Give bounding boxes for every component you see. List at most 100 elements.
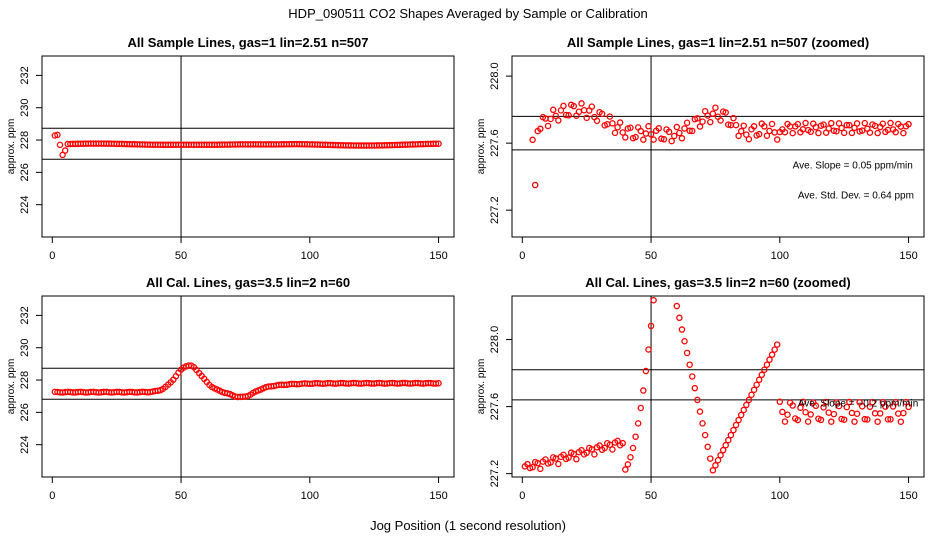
data-point [432,140,440,148]
data-point [583,114,590,122]
data-point [709,110,717,117]
data-point [670,132,678,140]
data-point [722,441,729,449]
data-point [529,464,536,471]
data-point [560,102,567,110]
x-tick-label: 0 [519,250,525,262]
data-point [825,125,832,132]
data-points [51,131,442,159]
data-point [609,446,616,453]
data-point [676,314,683,322]
data-point [732,421,740,429]
data-point [529,136,536,144]
data-point [730,426,737,434]
data-point [696,123,704,130]
x-tick-label: 150 [429,490,447,502]
plot-frame [41,295,455,478]
data-point [794,416,802,424]
y-axis-label: approx. ppm [476,359,487,415]
data-point [573,455,580,463]
data-point [531,181,539,189]
data-point [851,418,858,425]
x-tick-label: 0 [49,250,55,262]
x-tick-label: 100 [771,490,789,502]
y-tick-label: 232 [19,306,31,324]
data-point [755,376,763,384]
data-point [838,124,845,132]
data-point [771,129,778,136]
figure-x-axis-label: Jog Position (1 second resolution) [370,518,566,533]
data-point [673,302,681,310]
data-point [892,128,899,136]
data-point [753,381,760,389]
data-point [642,367,650,375]
data-point [650,136,657,143]
panel-title: All Sample Lines, gas=1 lin=2.51 n=507 (… [567,35,869,50]
data-point [840,416,848,423]
x-tick-label: 100 [301,250,319,262]
annotation: Ave. Slope = −0.2 ppm/min [798,399,918,410]
data-point [828,418,835,425]
data-point [848,409,856,417]
data-point [887,119,894,127]
data-point [755,130,763,138]
data-point [642,130,650,137]
data-point [627,124,634,131]
data-point [879,120,887,127]
data-point [730,114,737,122]
data-point [549,106,557,114]
data-point [763,361,771,368]
data-point [555,117,562,124]
data-point [580,106,588,114]
y-tick-label: 227.6 [489,129,501,157]
data-point [900,409,907,417]
data-point [676,129,683,137]
data-point [725,121,732,128]
data-point [740,122,748,129]
data-point [606,113,614,120]
data-point [848,129,856,137]
data-points [521,296,912,474]
data-point [732,121,740,129]
data-point [897,418,905,425]
x-tick-label: 150 [899,490,917,502]
data-point [435,140,442,147]
data-point [745,396,753,404]
data-point [763,132,771,139]
panel-title: All Cal. Lines, gas=3.5 lin=2 n=60 (zoom… [585,275,851,290]
data-point [846,398,853,406]
data-point [743,401,750,409]
y-tick-label: 232 [19,66,31,84]
data-point [900,129,907,137]
data-point [678,326,686,333]
data-point [712,104,719,111]
data-point [562,111,570,119]
data-point [735,132,742,140]
y-tick-label: 230 [19,339,31,357]
data-point [632,133,639,141]
data-point [843,403,851,411]
data-point [802,409,809,416]
data-point [743,131,750,138]
data-point [719,446,727,454]
data-point [874,418,881,425]
data-point [701,431,709,439]
y-tick-label: 228.0 [489,326,501,354]
y-axis-label: approx. ppm [6,359,17,415]
data-point [761,366,768,373]
data-point [858,403,866,410]
data-point [794,120,802,128]
panel-title: All Cal. Lines, gas=3.5 lin=2 n=60 [146,275,350,290]
data-point [861,119,869,127]
data-point [815,129,822,137]
data-point [606,441,614,449]
data-point [629,444,637,452]
data-point [737,127,745,135]
data-point [835,120,843,127]
data-point [689,127,696,135]
y-tick-label: 227.6 [489,393,501,421]
data-point [773,136,781,143]
panel-cal-lines: All Cal. Lines, gas=3.5 lin=2 n=60 0 50 100… [6,275,455,502]
data-point [804,418,812,425]
data-point [866,129,874,136]
